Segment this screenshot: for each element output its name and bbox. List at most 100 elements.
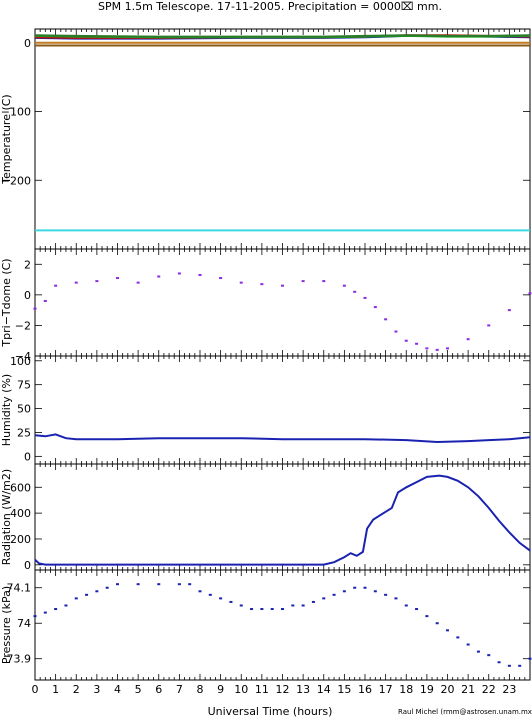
radiation-y-tick-label: 600 bbox=[10, 481, 31, 494]
pressure-data-point bbox=[507, 664, 511, 667]
tpri-tdome-data-point bbox=[136, 281, 140, 284]
pressure-data-point bbox=[446, 629, 449, 632]
humidity-y-tick-label: 100 bbox=[10, 355, 31, 368]
x-tick-label: 0 bbox=[32, 683, 39, 696]
pressure-data-point bbox=[342, 590, 346, 593]
x-tick-label: 17 bbox=[379, 683, 393, 696]
x-tick-label: 6 bbox=[155, 683, 162, 696]
x-tick-label: 8 bbox=[197, 683, 204, 696]
pressure-y-axis-label: Pressure (kPa) bbox=[0, 586, 13, 664]
humidity-y-tick-label: 75 bbox=[17, 379, 31, 392]
tpri-tdome-data-point bbox=[363, 296, 367, 299]
pressure-data-point bbox=[260, 608, 264, 611]
tpri-tdome-data-point bbox=[239, 281, 243, 284]
temperature-y-tick-label: −200 bbox=[1, 174, 31, 187]
x-tick-label: 20 bbox=[441, 683, 455, 696]
tpri-tdome-data-point bbox=[415, 342, 419, 345]
temperature-y-tick-label: 0 bbox=[24, 37, 31, 50]
tpri-tdome-data-point bbox=[394, 330, 398, 333]
pressure-data-point bbox=[54, 608, 58, 611]
radiation-panel: 600 400 200 0 Radiation (W/m2) bbox=[0, 463, 531, 572]
humidity-frame bbox=[34, 355, 531, 465]
humidity-series-line bbox=[34, 433, 531, 444]
tpri-tdome-data-point bbox=[95, 280, 99, 283]
credit-text: Raul Michel (rmm@astrosen.unam.mx) bbox=[398, 708, 532, 716]
pressure-data-point bbox=[157, 583, 161, 586]
tpri-tdome-data-point bbox=[404, 339, 408, 342]
pressure-data-point bbox=[425, 615, 429, 618]
pressure-data-point bbox=[332, 593, 336, 596]
tpri-tdome-data-point bbox=[466, 338, 470, 341]
tpri-tdome-data-point bbox=[384, 318, 388, 321]
radiation-series-line bbox=[34, 474, 531, 566]
pressure-data-point bbox=[353, 586, 357, 589]
x-tick-label: 10 bbox=[234, 683, 248, 696]
tpri-tdome-data-point bbox=[435, 348, 439, 351]
pressure-data-point bbox=[373, 590, 377, 593]
tpri-tdome-data-point bbox=[260, 283, 264, 286]
temperature-y-tick-label: −100 bbox=[1, 106, 31, 119]
radiation-y-axis-label: Radiation (W/m2) bbox=[0, 469, 13, 565]
tpri-tdome-data-point bbox=[487, 324, 491, 327]
x-tick-label: 1 bbox=[52, 683, 59, 696]
tpri-tdome-data-point bbox=[301, 280, 305, 283]
humidity-y-tick-label: 25 bbox=[17, 426, 31, 439]
tpri-tdome-data-point bbox=[54, 284, 58, 287]
pressure-y-tick-label: 73.9 bbox=[7, 653, 32, 666]
pressure-data-point bbox=[476, 650, 480, 653]
tpri-tdome-data-point bbox=[116, 277, 119, 280]
pressure-data-point bbox=[188, 583, 192, 586]
tpri-tdome-data-point bbox=[425, 347, 429, 350]
pressure-data-point bbox=[219, 597, 223, 600]
tpri-tdome-data-point bbox=[198, 273, 202, 276]
humidity-y-tick-label: 50 bbox=[17, 403, 31, 416]
pressure-y-tick-label: 74.1 bbox=[7, 582, 32, 595]
radiation-y-tick-label: 400 bbox=[10, 507, 31, 520]
x-tick-label: 3 bbox=[93, 683, 100, 696]
radiation-y-tick-label: 0 bbox=[24, 559, 31, 572]
pressure-data-point bbox=[105, 586, 109, 589]
x-tick-label: 15 bbox=[337, 683, 351, 696]
pressure-data-point bbox=[435, 622, 439, 625]
pressure-data-point bbox=[301, 604, 305, 607]
x-tick-label: 2 bbox=[73, 683, 80, 696]
pressure-data-point bbox=[85, 593, 89, 596]
pressure-data-point bbox=[415, 608, 419, 611]
tpri-tdome-data-point bbox=[74, 281, 78, 284]
pressure-data-point bbox=[116, 583, 119, 586]
pressure-data-point bbox=[384, 593, 388, 596]
x-axis-label: Universal Time (hours) bbox=[208, 705, 333, 718]
x-tick-label: 12 bbox=[276, 683, 290, 696]
tpri-tdome-data-point bbox=[219, 277, 223, 280]
tpri-tdome-y-tick-label: −2 bbox=[15, 319, 31, 332]
tpri-tdome-y-tick-label: 0 bbox=[24, 289, 31, 302]
humidity-panel: 100 75 50 25 0 Humidity (%) bbox=[0, 355, 531, 465]
humidity-y-tick-label: 0 bbox=[24, 450, 31, 463]
tpri-tdome-data-point bbox=[373, 306, 377, 309]
x-tick-label: 13 bbox=[296, 683, 310, 696]
pressure-data-point bbox=[456, 636, 460, 639]
x-tick-label: 11 bbox=[255, 683, 269, 696]
pressure-frame bbox=[34, 569, 531, 681]
tpri-tdome-data-point bbox=[281, 284, 284, 287]
x-tick-label: 9 bbox=[217, 683, 224, 696]
pressure-data-point bbox=[281, 608, 284, 611]
tpri-tdome-data-point bbox=[322, 280, 326, 283]
tpri-tdome-data-point bbox=[157, 275, 161, 278]
pressure-data-point bbox=[43, 611, 47, 614]
tpri-tdome-data-point bbox=[342, 284, 346, 287]
x-tick-label: 5 bbox=[135, 683, 142, 696]
tpri-tdome-data-point bbox=[528, 292, 532, 295]
x-tick-label: 21 bbox=[461, 683, 475, 696]
x-tick-label: 22 bbox=[482, 683, 496, 696]
pressure-data-point bbox=[229, 600, 233, 603]
x-tick-label: 16 bbox=[358, 683, 372, 696]
pressure-data-point bbox=[322, 597, 326, 600]
radiation-y-tick-label: 200 bbox=[10, 533, 31, 546]
pressure-data-point bbox=[136, 583, 140, 586]
pressure-data-point bbox=[466, 643, 470, 646]
